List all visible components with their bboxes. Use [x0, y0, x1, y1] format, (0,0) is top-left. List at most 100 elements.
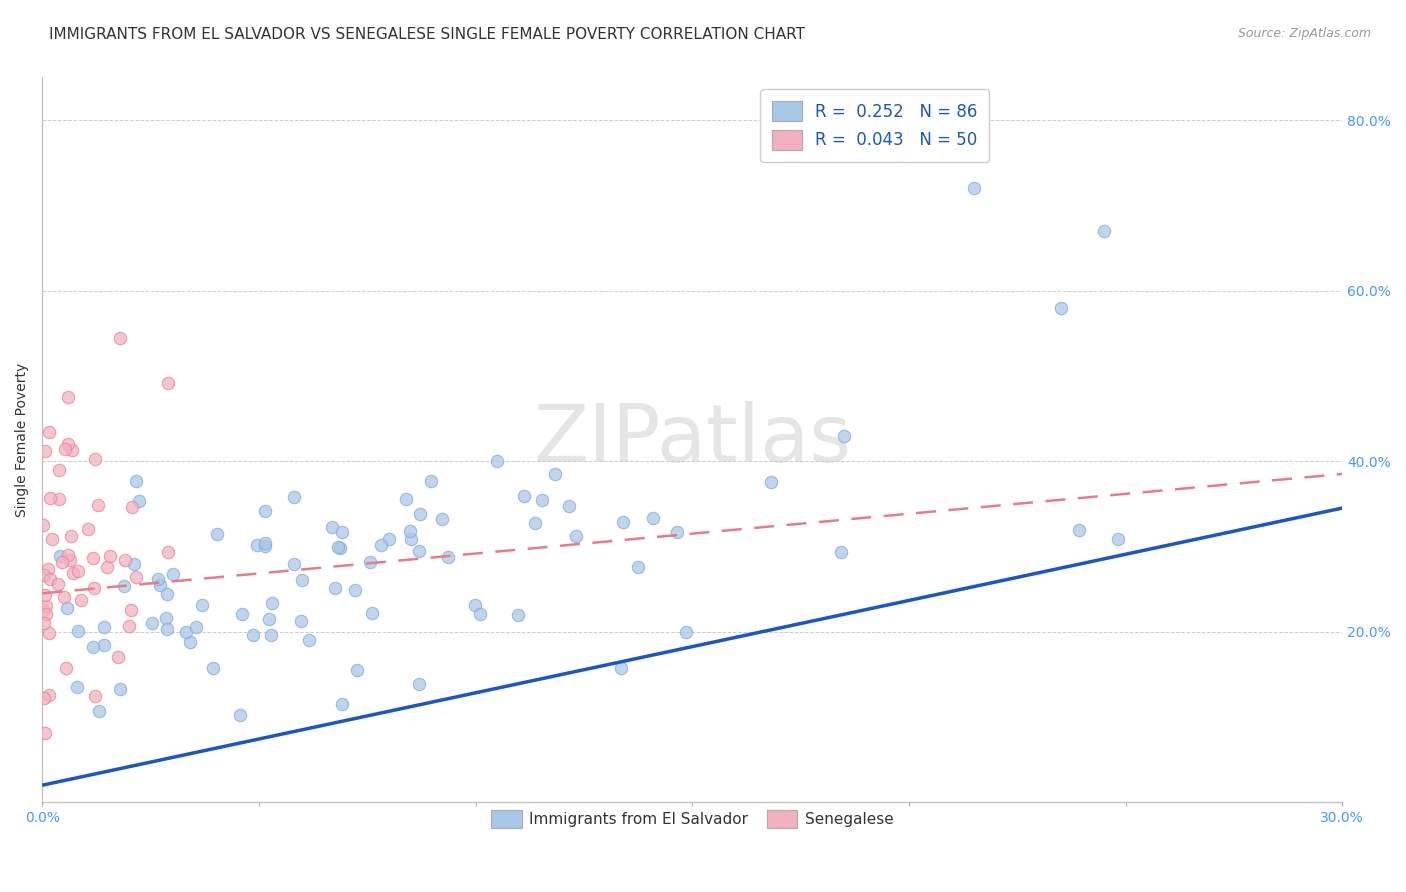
Point [32, 603, 55, 617]
Point [330, 697, 353, 711]
Point [156, 545, 179, 559]
Point [290, 614, 312, 628]
Point [156, 622, 179, 636]
Point [408, 544, 430, 558]
Point [35, 607, 58, 621]
Point [259, 612, 281, 626]
Point [84, 689, 107, 703]
Point [52, 590, 75, 604]
Point [246, 538, 269, 552]
Point [1107, 532, 1129, 546]
Point [55, 661, 77, 675]
Point [34, 588, 56, 602]
Point [48, 463, 70, 477]
Point [254, 504, 277, 518]
Point [39, 491, 62, 506]
Point [260, 596, 283, 610]
Point [117, 619, 139, 633]
Point [291, 573, 314, 587]
Point [56, 548, 79, 562]
Point [108, 330, 131, 344]
Point [254, 539, 277, 553]
Point [70, 593, 93, 607]
Text: Source: ZipAtlas.com: Source: ZipAtlas.com [1237, 27, 1371, 40]
Point [186, 620, 208, 634]
Point [60, 442, 83, 457]
Point [156, 586, 179, 600]
Point [524, 516, 547, 531]
Point [39, 572, 62, 586]
Point [329, 541, 352, 556]
Point [66, 680, 89, 694]
Point [96, 559, 118, 574]
Point [513, 489, 536, 503]
Point [179, 635, 201, 649]
Point [531, 492, 554, 507]
Point [191, 598, 214, 612]
Point [125, 474, 148, 488]
Point [242, 628, 264, 642]
Point [77, 522, 100, 536]
Point [398, 524, 420, 539]
Y-axis label: Single Female Poverty: Single Female Poverty [15, 363, 30, 517]
Point [378, 532, 401, 546]
Point [58, 390, 80, 404]
Point [67, 565, 90, 579]
Point [963, 181, 986, 195]
Point [359, 555, 381, 569]
Point [56, 437, 79, 451]
Point [56, 600, 79, 615]
Point [32, 616, 55, 631]
Point [89, 704, 111, 718]
Point [107, 650, 129, 665]
Point [34, 726, 56, 740]
Point [321, 520, 343, 534]
Point [162, 566, 184, 581]
Point [32, 690, 55, 705]
Point [283, 557, 305, 571]
Point [41, 533, 63, 547]
Point [666, 525, 689, 540]
Point [298, 633, 321, 648]
Point [122, 557, 145, 571]
Point [344, 583, 367, 598]
Point [121, 500, 143, 514]
Point [32, 517, 55, 532]
Point [100, 549, 122, 564]
Point [254, 536, 277, 550]
Point [1092, 224, 1115, 238]
Point [48, 492, 70, 507]
Point [370, 538, 392, 552]
Point [361, 606, 384, 620]
Point [437, 550, 460, 565]
Point [157, 376, 180, 390]
Point [125, 570, 148, 584]
Point [62, 566, 84, 581]
Point [82, 640, 104, 655]
Point [83, 452, 105, 467]
Point [82, 550, 104, 565]
Point [1049, 301, 1071, 315]
Point [59, 529, 82, 543]
Point [38, 425, 60, 440]
Point [626, 560, 648, 574]
Point [229, 708, 252, 723]
Point [395, 491, 418, 506]
Point [409, 508, 432, 522]
Point [34, 568, 56, 582]
Point [506, 607, 529, 622]
Point [610, 661, 633, 675]
Point [283, 490, 305, 504]
Point [543, 467, 565, 481]
Point [34, 443, 56, 458]
Point [326, 540, 349, 554]
Point [464, 598, 486, 612]
Point [53, 442, 76, 457]
Point [155, 611, 177, 625]
Point [93, 638, 115, 652]
Point [759, 475, 782, 489]
Point [128, 494, 150, 508]
Point [1067, 523, 1090, 537]
Point [486, 454, 509, 468]
Point [332, 524, 354, 539]
